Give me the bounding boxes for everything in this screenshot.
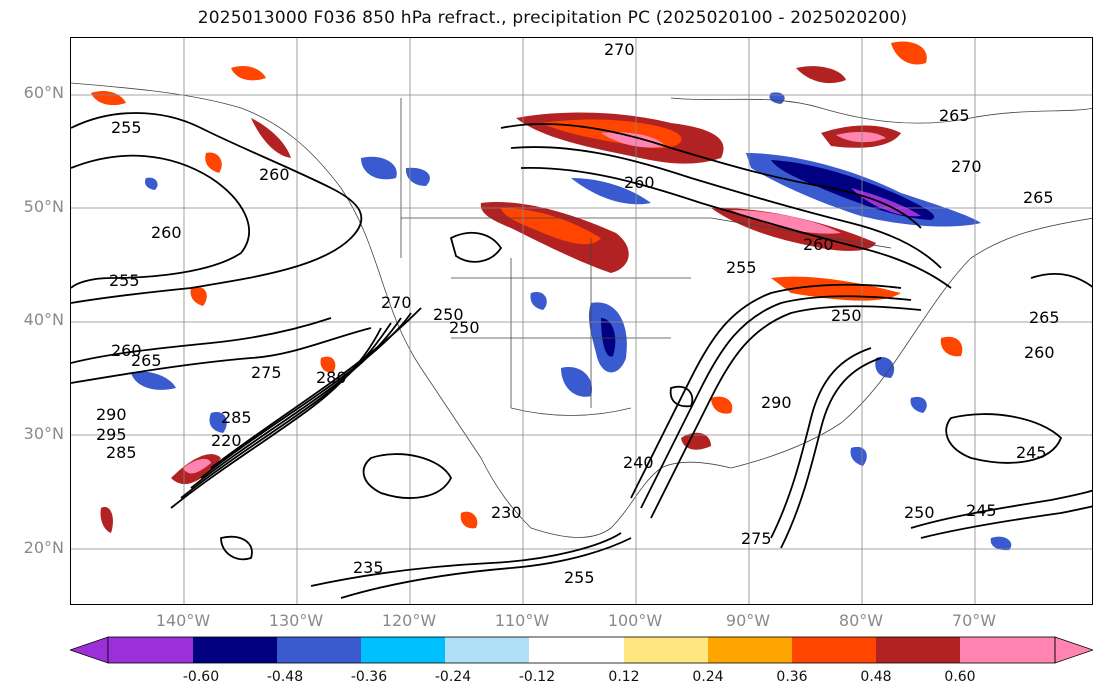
map-panel: 270 265 270 265 260 260 255 250 250 260 … bbox=[70, 37, 1093, 605]
contour-label: 260 bbox=[624, 173, 655, 192]
colorbar-tick: -0.12 bbox=[518, 669, 556, 685]
contour-label: 250 bbox=[433, 305, 464, 324]
contour-label: 260 bbox=[151, 223, 182, 242]
contour-label: 255 bbox=[109, 271, 140, 290]
lat-label: 60°N bbox=[23, 83, 64, 102]
contour-label: 285 bbox=[221, 408, 252, 427]
contour-label: 230 bbox=[491, 503, 522, 522]
colorbar-high-extend bbox=[1054, 636, 1093, 664]
contour-label: 260 bbox=[259, 165, 290, 184]
contour-label: 280 bbox=[316, 368, 347, 387]
contour-label: 260 bbox=[1024, 343, 1055, 362]
lon-label: 70°W bbox=[951, 611, 997, 630]
lat-label: 20°N bbox=[23, 538, 64, 557]
refractivity-contours bbox=[71, 112, 1092, 599]
contour-label: 220 bbox=[211, 431, 242, 450]
contour-labels: 270 265 270 265 260 260 255 250 250 260 … bbox=[96, 40, 1060, 587]
contour-label: 260 bbox=[111, 341, 142, 360]
contour-label: 290 bbox=[96, 405, 127, 424]
contour-label: 275 bbox=[251, 363, 282, 382]
contour-label: 255 bbox=[111, 118, 142, 137]
map-canvas: 270 265 270 265 260 260 255 250 250 260 … bbox=[71, 38, 1092, 604]
contour-label: 245 bbox=[1016, 443, 1047, 462]
contour-label: 285 bbox=[106, 443, 137, 462]
colorbar-tick: 0.60 bbox=[944, 669, 976, 685]
contour-label: 270 bbox=[604, 40, 635, 59]
contour-label: 270 bbox=[381, 293, 412, 312]
contour-label: 250 bbox=[831, 306, 862, 325]
contour-label: 275 bbox=[741, 529, 772, 548]
colorbar-tick: 0.48 bbox=[860, 669, 892, 685]
precip-shading bbox=[91, 41, 1012, 551]
lon-label: 90°W bbox=[725, 611, 771, 630]
contour-label: 245 bbox=[966, 501, 997, 520]
contour-label: 255 bbox=[726, 258, 757, 277]
colorbar-tick: -0.48 bbox=[266, 669, 304, 685]
contour-label: 250 bbox=[449, 318, 480, 337]
colorbar-low-extend bbox=[70, 636, 109, 664]
colorbar-tick: -0.24 bbox=[434, 669, 472, 685]
contour-label: 290 bbox=[761, 393, 792, 412]
contour-label: 265 bbox=[1023, 188, 1054, 207]
lon-label: 130°W bbox=[268, 611, 324, 630]
colorbar-tick: 0.36 bbox=[776, 669, 808, 685]
contour-label: 240 bbox=[623, 453, 654, 472]
lon-label: 100°W bbox=[607, 611, 663, 630]
coastlines bbox=[71, 82, 1092, 538]
lon-label: 140°W bbox=[155, 611, 211, 630]
lat-label: 30°N bbox=[23, 424, 64, 443]
contour-label: 295 bbox=[96, 425, 127, 444]
contour-label: 235 bbox=[353, 558, 384, 577]
lon-label: 120°W bbox=[381, 611, 437, 630]
colorbar bbox=[70, 636, 1093, 664]
contour-label: 265 bbox=[1029, 308, 1060, 327]
contour-label: 260 bbox=[803, 235, 834, 254]
colorbar-tick: 0.12 bbox=[608, 669, 640, 685]
plot-title: 2025013000 F036 850 hPa refract., precip… bbox=[197, 8, 908, 28]
lat-label: 50°N bbox=[23, 197, 64, 216]
lat-label: 40°N bbox=[23, 310, 64, 329]
contour-label: 270 bbox=[951, 157, 982, 176]
contour-label: 265 bbox=[939, 106, 970, 125]
lon-label: 80°W bbox=[838, 611, 884, 630]
colorbar-tick: -0.60 bbox=[182, 669, 220, 685]
colorbar-tick: -0.36 bbox=[350, 669, 388, 685]
contour-label: 265 bbox=[131, 351, 162, 370]
lon-label: 110°W bbox=[494, 611, 550, 630]
colorbar-tick: 0.24 bbox=[692, 669, 724, 685]
contour-label: 255 bbox=[564, 568, 595, 587]
contour-label: 250 bbox=[904, 503, 935, 522]
